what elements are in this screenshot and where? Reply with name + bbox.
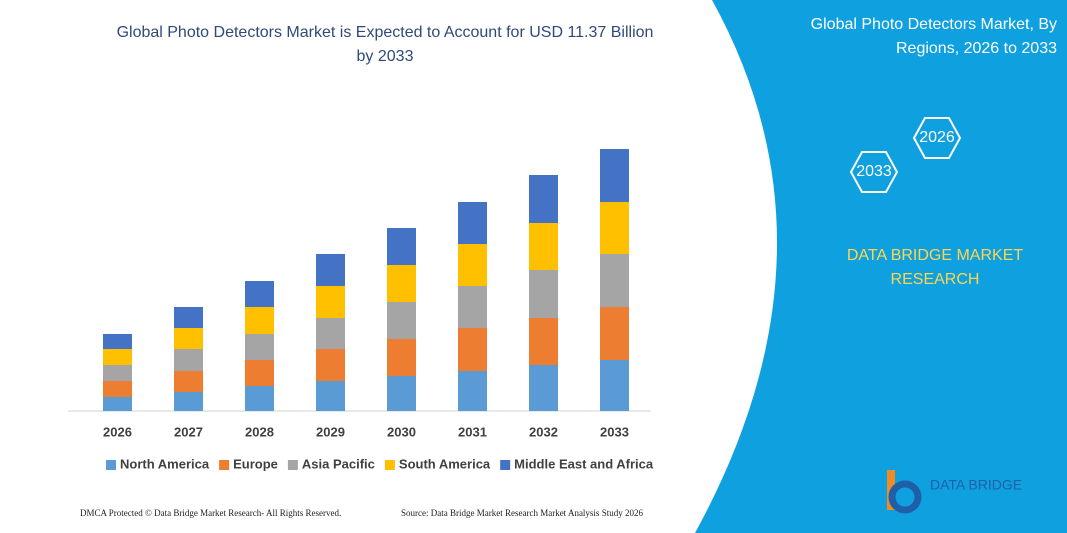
x-tick-label: 2028 bbox=[245, 424, 274, 439]
legend-label: Middle East and Africa bbox=[514, 456, 654, 471]
bar-segment bbox=[387, 228, 416, 265]
bar-segment bbox=[316, 349, 345, 381]
x-tick-label: 2033 bbox=[600, 424, 629, 439]
bar-segment bbox=[174, 328, 203, 349]
footer-left: DMCA Protected © Data Bridge Market Rese… bbox=[80, 508, 341, 518]
x-tick-label: 2032 bbox=[529, 424, 558, 439]
bar-segment bbox=[529, 270, 558, 318]
bar-segment bbox=[245, 307, 274, 334]
hexagon bbox=[912, 117, 962, 159]
bar-segment bbox=[600, 360, 629, 411]
bar-segment bbox=[600, 254, 629, 307]
bar-segment bbox=[174, 371, 203, 392]
brand: RESEARCH bbox=[891, 271, 980, 288]
bar-segment bbox=[600, 149, 629, 202]
bar-segment bbox=[103, 334, 132, 349]
bar-segment bbox=[600, 202, 629, 254]
bar-segment bbox=[103, 381, 132, 397]
hexagon-label: 2033 bbox=[856, 163, 892, 180]
bar-segment bbox=[245, 334, 274, 360]
bar-segment bbox=[245, 360, 274, 386]
hexagon-label: 2026 bbox=[919, 129, 955, 146]
bar-segment bbox=[103, 365, 132, 381]
bar-segment bbox=[245, 386, 274, 411]
bar-segment bbox=[458, 371, 487, 411]
bar-segment bbox=[458, 202, 487, 244]
panel-title: Global Photo Detectors Market, By bbox=[811, 16, 1057, 33]
legend-swatch bbox=[287, 460, 298, 470]
footer-right: Source: Data Bridge Market Research Mark… bbox=[401, 508, 643, 518]
chart-title: Global Photo Detectors Market is Expecte… bbox=[117, 24, 654, 41]
hexagon bbox=[849, 151, 899, 193]
bar-segment bbox=[529, 318, 558, 365]
bar-segment bbox=[529, 223, 558, 270]
bar-segment bbox=[387, 302, 416, 339]
legend-swatch bbox=[106, 460, 116, 470]
bar-segment bbox=[529, 365, 558, 411]
bar-segment bbox=[387, 376, 416, 411]
bar-segment bbox=[245, 281, 274, 307]
bar-segment bbox=[458, 244, 487, 286]
legend-swatch bbox=[219, 460, 230, 470]
bar-segment bbox=[316, 381, 345, 411]
legend-label: Europe bbox=[233, 456, 278, 471]
bar-segment bbox=[600, 307, 629, 360]
legend-swatch bbox=[500, 460, 511, 470]
legend-label: Asia Pacific bbox=[302, 456, 375, 471]
bar-segment bbox=[387, 265, 416, 302]
panel-title: Regions, 2026 to 2033 bbox=[896, 40, 1057, 57]
legend-label: North America bbox=[120, 456, 210, 471]
bar-segment bbox=[174, 349, 203, 371]
x-tick-label: 2026 bbox=[103, 424, 132, 439]
logo: DATA BRIDGE bbox=[887, 470, 1022, 514]
side-panel bbox=[695, 0, 1067, 533]
chart-title: by 2033 bbox=[357, 48, 414, 65]
x-tick-label: 2027 bbox=[174, 424, 203, 439]
bar-segment bbox=[103, 349, 132, 365]
bar-segment bbox=[316, 254, 345, 286]
bar-segment bbox=[458, 286, 487, 328]
legend-swatch bbox=[384, 460, 395, 470]
x-tick-label: 2030 bbox=[387, 424, 416, 439]
bar-segment bbox=[316, 318, 345, 349]
bar-segment bbox=[103, 397, 132, 411]
bar-segment bbox=[174, 307, 203, 328]
bar-segment bbox=[458, 328, 487, 371]
bar-segment bbox=[387, 339, 416, 376]
logo-text: DATA BRIDGE bbox=[930, 477, 1022, 493]
bar-segment bbox=[174, 392, 203, 411]
legend-label: South America bbox=[399, 456, 491, 471]
bar-segment bbox=[529, 175, 558, 223]
x-tick-label: 2029 bbox=[316, 424, 345, 439]
x-tick-label: 2031 bbox=[458, 424, 487, 439]
logo-mark bbox=[888, 480, 922, 514]
brand: DATA BRIDGE MARKET bbox=[847, 247, 1024, 264]
bar-segment bbox=[316, 286, 345, 318]
